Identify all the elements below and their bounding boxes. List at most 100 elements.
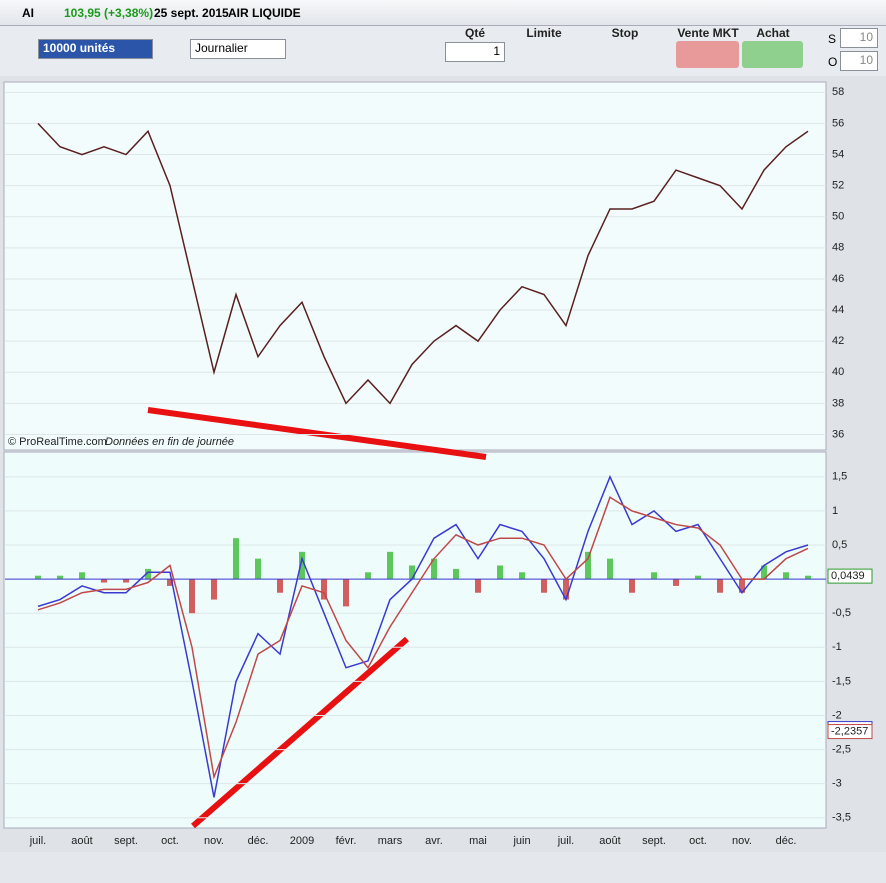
y-tick-label: 40	[832, 366, 844, 378]
data-note: Données en fin de journée	[105, 436, 234, 448]
indicator-line	[37, 474, 809, 798]
x-tick-label: 2009	[290, 835, 314, 847]
histogram-bar	[673, 579, 679, 586]
histogram-bar	[629, 579, 635, 593]
x-tick-label: déc.	[776, 835, 797, 847]
histogram-bar	[805, 575, 811, 580]
y-tick-label: -3	[832, 778, 842, 790]
y-tick-label: 36	[832, 428, 844, 440]
stop-label: Stop	[611, 26, 639, 40]
histogram-bar	[541, 579, 547, 593]
period-select[interactable]: Journalier	[190, 39, 286, 59]
histogram-bar	[255, 558, 261, 580]
histogram-bar	[409, 565, 415, 580]
qty-input[interactable]: 1	[445, 42, 505, 62]
y-tick-label: 1	[832, 505, 838, 517]
x-tick-label: sept.	[114, 835, 138, 847]
histogram-bar	[431, 558, 437, 580]
o-input[interactable]: 10	[840, 51, 878, 71]
histogram-bar	[233, 538, 239, 580]
y-tick-label: 52	[832, 180, 844, 192]
y-tick-label: 44	[832, 304, 844, 316]
y-tick-label: 54	[832, 148, 844, 160]
y-tick-label: -0,5	[832, 607, 851, 619]
price-line	[37, 122, 809, 405]
x-tick-label: août	[599, 835, 620, 847]
y-tick-label: -2	[832, 709, 842, 721]
date: 25 sept. 2015	[154, 6, 229, 20]
buy-button[interactable]	[742, 41, 803, 68]
histogram-bar	[343, 579, 349, 607]
histogram-bar	[607, 558, 613, 580]
instrument-name: AIR LIQUIDE	[228, 6, 301, 20]
x-tick-label: sept.	[642, 835, 666, 847]
qty-label: Qté	[464, 26, 485, 40]
y-tick-label: 58	[832, 86, 844, 98]
histogram-bar	[145, 568, 151, 580]
y-tick-label: 50	[832, 211, 844, 223]
histogram-bar	[475, 579, 481, 593]
x-tick-label: mai	[469, 835, 487, 847]
histogram-bar	[651, 572, 657, 580]
x-tick-label: juil.	[29, 835, 47, 847]
x-tick-label: nov.	[204, 835, 224, 847]
trend-line	[191, 636, 409, 829]
x-tick-label: juin	[512, 835, 530, 847]
x-tick-label: juil.	[557, 835, 575, 847]
histogram-bar	[35, 575, 41, 580]
value-marker-label: 0,0439	[831, 570, 865, 582]
histogram-bar	[783, 572, 789, 580]
unit-select[interactable]: 10000 unités	[38, 39, 153, 59]
histogram-bar	[101, 579, 107, 583]
x-tick-label: avr.	[425, 835, 443, 847]
macd-panel	[3, 451, 827, 829]
histogram-bar	[277, 579, 283, 593]
x-tick-label: août	[71, 835, 92, 847]
histogram-bar	[761, 565, 767, 580]
histogram-bar	[519, 572, 525, 580]
x-tick-label: oct.	[161, 835, 179, 847]
histogram-bar	[563, 579, 569, 600]
histogram-bar	[739, 579, 745, 593]
y-tick-label: 0,5	[832, 539, 847, 551]
title-bar: AI 103,95 (+3,38%) 25 sept. 2015 AIR LIQ…	[0, 0, 886, 26]
y-tick-label: -1	[832, 641, 842, 653]
price-panel	[3, 81, 827, 451]
value-marker-label: -2,2357	[831, 725, 868, 737]
y-tick-label: 1,5	[832, 471, 847, 483]
indicator-line	[37, 496, 809, 780]
histogram-bar	[387, 551, 393, 580]
histogram-bar	[365, 572, 371, 580]
histogram-bar	[717, 579, 723, 593]
trend-line	[147, 407, 487, 460]
y-tick-label: 46	[832, 273, 844, 285]
x-tick-label: déc.	[248, 835, 269, 847]
s-input[interactable]: 10	[840, 28, 878, 48]
scroll-bar[interactable]	[0, 852, 886, 883]
x-tick-label: oct.	[689, 835, 707, 847]
value-marker	[827, 724, 873, 740]
o-label: O	[828, 55, 838, 69]
histogram-bar	[57, 575, 63, 580]
x-tick-label: nov.	[732, 835, 752, 847]
quote: 103,95 (+3,38%)	[64, 6, 154, 20]
x-tick-label: févr.	[336, 835, 357, 847]
histogram-bar	[167, 579, 173, 586]
s-label: S	[828, 32, 837, 46]
y-tick-label: 38	[832, 397, 844, 409]
histogram-bar	[79, 572, 85, 580]
y-tick-label: -3,5	[832, 812, 851, 824]
histogram-bar	[585, 551, 591, 580]
histogram-bar	[299, 551, 305, 580]
histogram-bar	[123, 579, 129, 583]
x-tick-label: mars	[378, 835, 403, 847]
ticker: AI	[22, 6, 34, 20]
histogram-bar	[453, 568, 459, 580]
y-tick-label: 48	[832, 242, 844, 254]
value-marker	[827, 568, 873, 584]
y-tick-label: -1,5	[832, 675, 851, 687]
sell-button[interactable]	[676, 41, 739, 68]
y-tick-label: -2,5	[832, 743, 851, 755]
histogram-bar	[321, 579, 327, 600]
histogram-bar	[695, 575, 701, 580]
